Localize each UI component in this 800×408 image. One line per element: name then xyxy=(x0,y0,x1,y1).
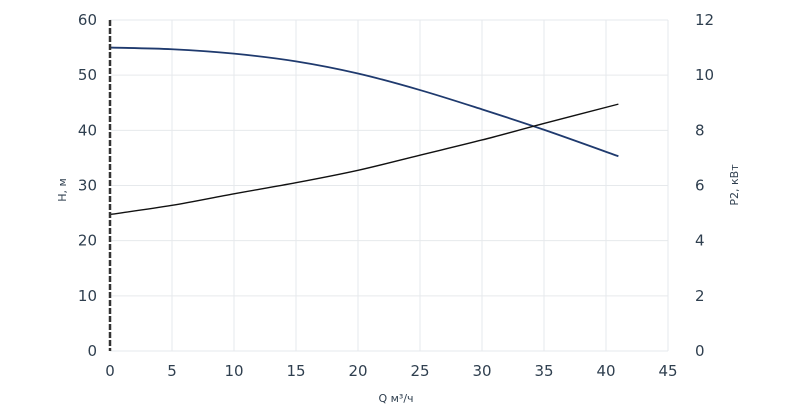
series-lines xyxy=(109,46,619,216)
y-right-tick-label: 10 xyxy=(695,66,714,84)
y-left-tick-label: 0 xyxy=(87,342,97,360)
y-left-tick-label: 30 xyxy=(78,177,97,195)
x-tick-label: 40 xyxy=(596,362,615,380)
head-curve-line xyxy=(109,46,619,158)
y-left-axis-label: H, м xyxy=(56,178,69,202)
grid-lines xyxy=(110,19,669,352)
y-right-tick-label: 2 xyxy=(695,287,705,305)
x-tick-label: 5 xyxy=(167,362,177,380)
y-right-axis-label: P2, кВт xyxy=(728,164,741,206)
power-curve-line xyxy=(109,103,619,216)
x-axis-label: Q м³/ч xyxy=(378,392,413,405)
x-tick-label: 15 xyxy=(286,362,305,380)
x-tick-label: 35 xyxy=(534,362,553,380)
x-tick-label: 30 xyxy=(472,362,491,380)
y-left-tick-label: 50 xyxy=(78,66,97,84)
y-left-tick-label: 60 xyxy=(78,11,97,29)
x-tick-label: 0 xyxy=(105,362,115,380)
tick-labels: 0 5 10 15 20 25 30 35 40 45 0 10 20 30 40 50 60 0 2 4 6 8 10 12 xyxy=(78,11,714,380)
y-left-tick-label: 20 xyxy=(78,232,97,250)
y-right-tick-label: 6 xyxy=(695,177,705,195)
x-tick-label: 20 xyxy=(348,362,367,380)
x-tick-label: 25 xyxy=(410,362,429,380)
x-tick-label: 10 xyxy=(224,362,243,380)
y-right-tick-label: 0 xyxy=(695,342,705,360)
x-tick-label: 45 xyxy=(658,362,677,380)
y-left-tick-label: 10 xyxy=(78,287,97,305)
y-left-tick-label: 40 xyxy=(78,121,97,139)
y-right-tick-label: 8 xyxy=(695,121,705,139)
y-right-tick-label: 4 xyxy=(695,232,705,250)
y-right-tick-label: 12 xyxy=(695,11,714,29)
